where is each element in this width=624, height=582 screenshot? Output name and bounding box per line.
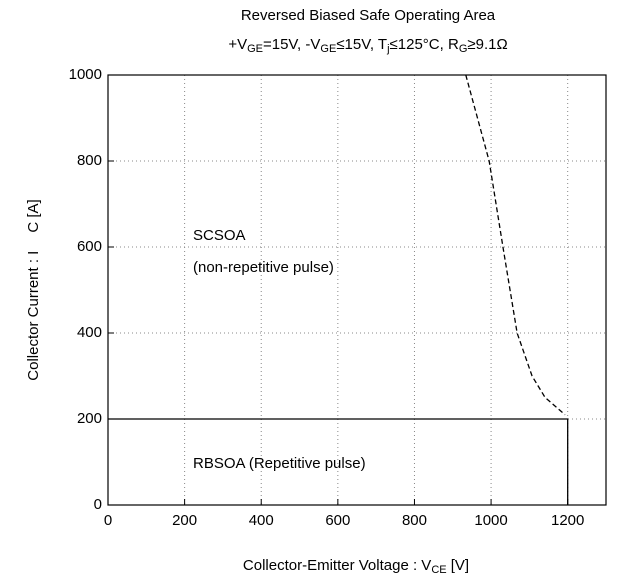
x-label-part: Collector-Emitter Voltage : V <box>243 557 431 574</box>
y-tick-label: 0 <box>94 496 102 513</box>
x-tick-label: 200 <box>172 512 197 529</box>
subtitle-part: ≤15V, T <box>336 36 387 53</box>
x-label-part: CE <box>431 564 446 576</box>
x-tick-label: 600 <box>325 512 350 529</box>
subtitle-part: G <box>459 43 468 55</box>
y-tick-label: 1000 <box>69 66 102 83</box>
y-tick-label: 400 <box>77 324 102 341</box>
subtitle-part: GE <box>247 43 263 55</box>
x-axis-label: Collector-Emitter Voltage : VCE [V] <box>243 557 469 576</box>
y-tick-label: 800 <box>77 152 102 169</box>
x-tick-label: 1000 <box>474 512 507 529</box>
x-tick-label: 0 <box>104 512 112 529</box>
subtitle-part: +V <box>228 36 247 53</box>
subtitle-part: ≤125°C, R <box>390 36 459 53</box>
y-label-part: [A] <box>25 199 42 222</box>
subtitle-part: =15V, -V <box>263 36 320 53</box>
annotation: SCSOA <box>193 227 246 244</box>
subtitle-part: j <box>386 43 389 55</box>
annotation: RBSOA (Repetitive pulse) <box>193 455 366 472</box>
y-tick-label: 600 <box>77 238 102 255</box>
plot-frame <box>107 74 607 506</box>
y-tick-label: 200 <box>77 410 102 427</box>
annotation: (non-repetitive pulse) <box>193 259 334 276</box>
chart-subtitle: +VGE=15V, -VGE≤15V, Tj≤125°C, RG≥9.1Ω <box>228 36 507 55</box>
chart-title: Reversed Biased Safe Operating Area <box>241 7 496 24</box>
series-line <box>465 74 566 416</box>
x-tick-label: 800 <box>402 512 427 529</box>
y-label-part: C <box>25 222 42 233</box>
y-label-part: Collector Current : I <box>25 251 42 381</box>
x-tick-label: 1200 <box>551 512 584 529</box>
y-axis-label: Collector Current : I C [A] <box>25 199 42 380</box>
series-line <box>108 418 569 505</box>
subtitle-part: ≥9.1Ω <box>467 36 507 53</box>
x-tick-label: 400 <box>249 512 274 529</box>
subtitle-part: GE <box>320 43 336 55</box>
x-label-part: [V] <box>447 557 470 574</box>
